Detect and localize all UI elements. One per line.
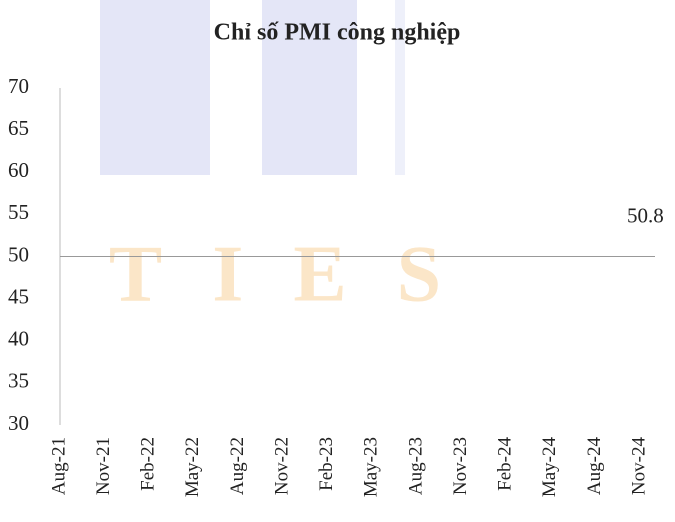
y-tick-label: 50 (8, 242, 29, 266)
watermark-block (100, 0, 210, 175)
y-tick-label: 30 (8, 411, 29, 435)
x-tick-label: Nov-21 (93, 437, 114, 495)
x-tick-label: Nov-22 (271, 437, 292, 495)
x-tick-label: May-23 (361, 437, 382, 497)
x-tick-label: May-22 (182, 437, 203, 497)
x-tick-label: Aug-21 (48, 437, 69, 495)
watermark: TIES (109, 230, 491, 318)
watermark-block (262, 0, 357, 175)
x-tick-label: Feb-22 (138, 437, 159, 491)
y-tick-label: 60 (8, 158, 29, 182)
data-label: 50.8 (627, 204, 664, 228)
x-tick-label: Nov-24 (628, 437, 649, 496)
y-tick-label: 65 (8, 116, 29, 140)
x-tick-label: Feb-23 (316, 437, 337, 491)
chart-title: Chỉ số PMI công nghiệp (214, 20, 461, 46)
y-tick-label: 55 (8, 200, 29, 224)
x-tick-label: Aug-22 (227, 437, 248, 495)
x-tick-label: May-24 (539, 437, 560, 498)
y-tick-label: 45 (8, 284, 29, 308)
y-tick-label: 40 (8, 327, 29, 351)
watermark-block (395, 0, 405, 175)
y-tick-label: 35 (8, 369, 29, 393)
x-tick-label: Aug-23 (405, 437, 426, 495)
x-tick-label: Feb-24 (495, 437, 516, 491)
y-tick-label: 70 (8, 74, 29, 98)
watermark-shapes (100, 0, 405, 175)
x-tick-label: Nov-23 (450, 437, 471, 495)
x-tick-label: Aug-24 (584, 437, 605, 496)
